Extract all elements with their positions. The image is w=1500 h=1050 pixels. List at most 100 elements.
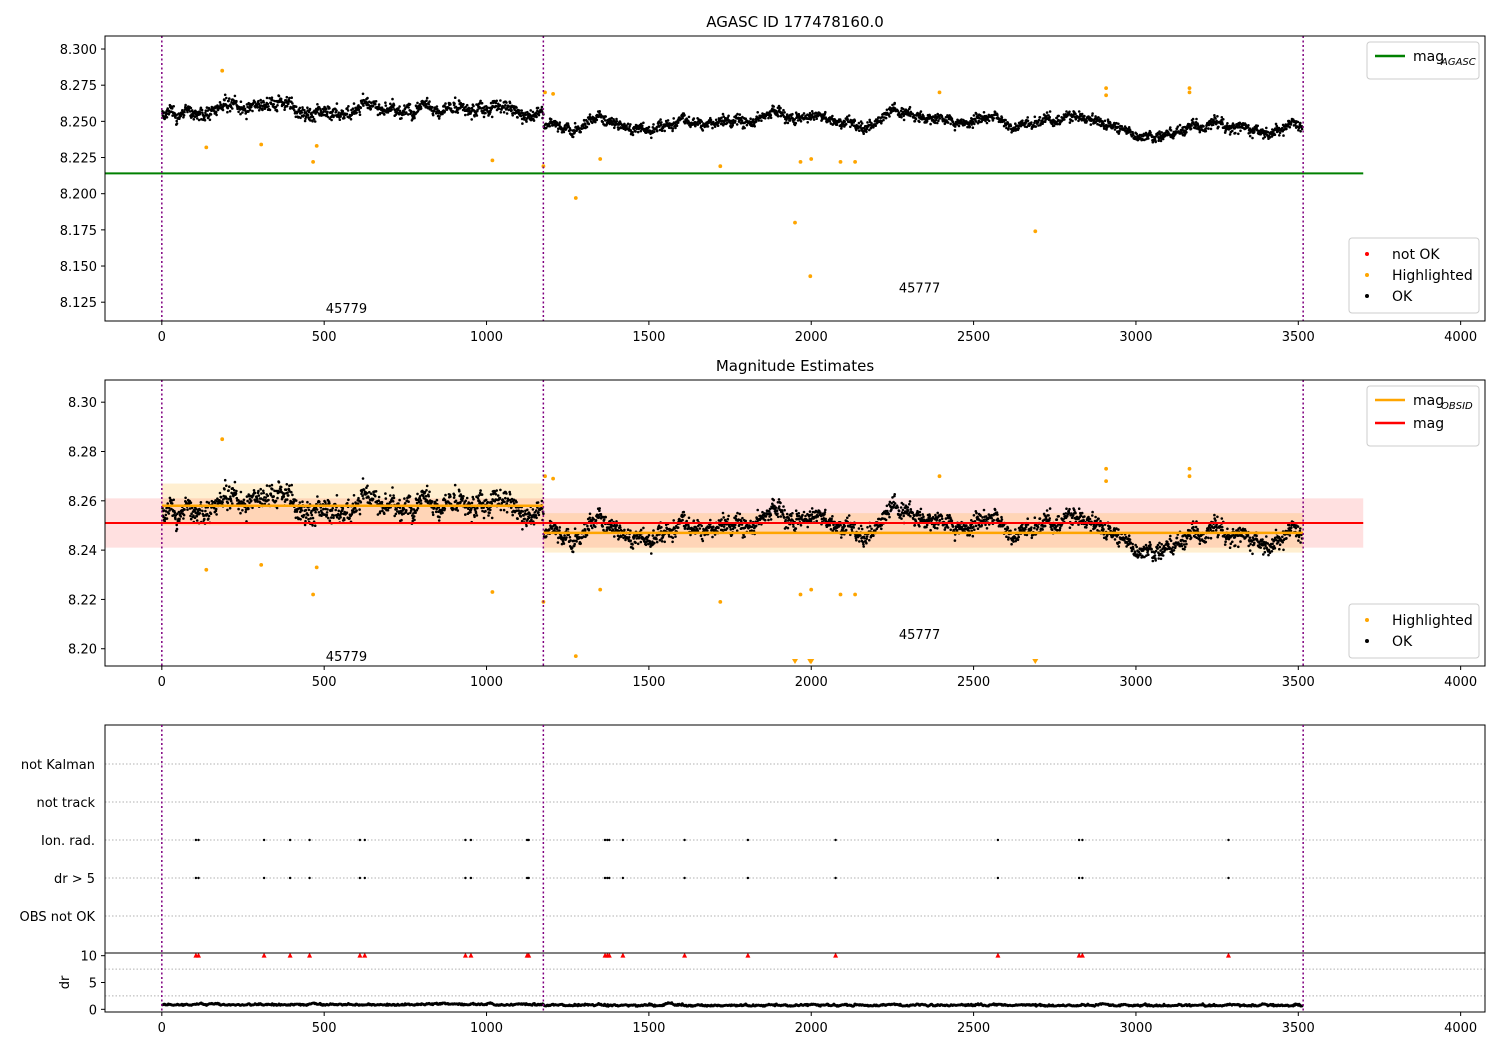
ok-point xyxy=(465,103,469,107)
ok-point xyxy=(275,109,279,113)
ok-point xyxy=(504,104,507,107)
y-tick-label: 8.175 xyxy=(60,224,97,239)
ok-point xyxy=(427,102,431,106)
ok-point xyxy=(918,120,921,124)
ok-point xyxy=(647,125,651,129)
ok-point xyxy=(1156,133,1159,137)
ok-point xyxy=(246,499,249,503)
ok-point xyxy=(499,488,502,492)
ok-point xyxy=(357,496,360,500)
ok-point xyxy=(431,511,435,514)
ok-point xyxy=(358,113,362,116)
ok-point xyxy=(700,120,703,123)
ok-point xyxy=(377,499,381,503)
ok-point xyxy=(453,493,456,497)
ok-point xyxy=(733,526,737,529)
ok-point xyxy=(591,121,594,125)
ok-point xyxy=(1169,129,1173,132)
ok-point xyxy=(252,489,256,492)
ok-point xyxy=(213,501,217,505)
ok-point xyxy=(304,117,307,121)
ok-point xyxy=(307,508,311,512)
ok-point xyxy=(1297,128,1300,132)
ok-point xyxy=(469,510,472,514)
ok-point xyxy=(1048,110,1052,113)
ok-point xyxy=(955,123,959,126)
ok-point xyxy=(300,111,304,114)
ok-point xyxy=(594,525,597,529)
ok-point xyxy=(484,509,487,513)
ok-point xyxy=(377,495,381,499)
ok-point xyxy=(172,513,176,517)
ok-point xyxy=(384,492,387,495)
ok-point xyxy=(1191,117,1195,121)
ok-point xyxy=(899,109,903,113)
ok-point xyxy=(226,508,229,512)
ok-point xyxy=(245,117,248,121)
ok-point xyxy=(425,484,429,488)
ok-point xyxy=(462,495,465,498)
ok-point xyxy=(516,116,519,119)
ok-point xyxy=(499,111,503,114)
ok-point xyxy=(1169,126,1172,129)
ok-point xyxy=(257,109,261,112)
ok-point xyxy=(806,121,809,124)
ok-point xyxy=(652,123,655,126)
ok-point xyxy=(182,517,185,520)
ok-point xyxy=(847,514,851,517)
ok-point xyxy=(275,506,279,510)
ok-point xyxy=(204,109,208,112)
ok-point xyxy=(427,494,431,498)
ok-point xyxy=(996,113,999,117)
ok-point xyxy=(395,507,398,511)
ok-point xyxy=(257,99,260,103)
ok-point xyxy=(779,501,782,505)
ok-point xyxy=(1196,123,1200,127)
ok-point xyxy=(862,132,865,135)
ok-point xyxy=(1159,139,1163,143)
ok-point xyxy=(1296,120,1300,124)
ok-point xyxy=(573,527,577,530)
ok-point xyxy=(699,534,703,538)
ok-point xyxy=(597,515,601,519)
ok-point xyxy=(474,511,478,515)
ok-point xyxy=(231,502,234,505)
ok-point xyxy=(424,494,428,498)
ok-point xyxy=(839,119,842,123)
ok-point xyxy=(444,493,447,497)
ok-point xyxy=(953,125,957,128)
ok-point xyxy=(167,506,171,510)
ok-point xyxy=(870,122,873,125)
ok-point xyxy=(207,501,211,505)
ok-point xyxy=(413,116,416,120)
ok-point xyxy=(303,108,306,112)
ok-point xyxy=(428,490,431,494)
ok-point xyxy=(449,495,452,498)
ok-point xyxy=(311,524,314,527)
ok-point xyxy=(1247,124,1250,127)
ok-point xyxy=(225,497,228,500)
ok-point xyxy=(1237,123,1241,127)
ok-point xyxy=(722,525,726,528)
ok-point xyxy=(1149,131,1152,134)
ok-point xyxy=(288,484,291,488)
ok-point xyxy=(639,528,643,532)
ok-point xyxy=(735,529,739,532)
ok-point xyxy=(1212,119,1215,122)
ok-point xyxy=(504,496,507,500)
ok-point xyxy=(268,484,271,488)
ok-point xyxy=(191,109,194,112)
ok-point xyxy=(565,536,568,539)
ok-point xyxy=(315,110,319,114)
ok-point xyxy=(1055,122,1059,126)
ok-point xyxy=(1006,121,1010,125)
ok-point xyxy=(692,117,696,120)
y-tick-label: 8.275 xyxy=(60,79,97,94)
highlighted-point xyxy=(1187,90,1192,95)
ok-point xyxy=(1091,112,1094,115)
ok-point xyxy=(1120,125,1124,128)
ok-point xyxy=(736,112,739,116)
ok-point xyxy=(717,526,720,530)
ok-point xyxy=(190,512,193,515)
